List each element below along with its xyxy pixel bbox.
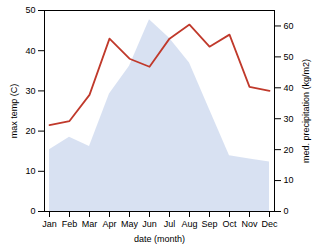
svg-text:10: 10: [25, 166, 35, 176]
svg-text:Dec: Dec: [261, 219, 278, 229]
svg-text:20: 20: [284, 145, 294, 155]
svg-text:50: 50: [25, 5, 35, 15]
svg-text:Jan: Jan: [42, 219, 57, 229]
svg-text:Aug: Aug: [181, 219, 197, 229]
svg-text:Jul: Jul: [164, 219, 176, 229]
svg-text:Feb: Feb: [62, 219, 78, 229]
svg-text:Apr: Apr: [102, 219, 116, 229]
svg-text:max temp (C): max temp (C): [9, 84, 19, 139]
svg-text:Oct: Oct: [222, 219, 237, 229]
svg-text:date (month): date (month): [134, 234, 185, 244]
svg-text:30: 30: [284, 114, 294, 124]
svg-text:40: 40: [284, 83, 294, 93]
svg-text:0: 0: [30, 206, 35, 216]
svg-text:0: 0: [284, 206, 289, 216]
svg-text:60: 60: [284, 21, 294, 31]
svg-text:med. precipitation (kg/m2): med. precipitation (kg/m2): [301, 59, 311, 163]
svg-text:Sep: Sep: [201, 219, 217, 229]
svg-text:10: 10: [284, 175, 294, 185]
svg-text:Jun: Jun: [142, 219, 157, 229]
svg-text:40: 40: [25, 46, 35, 56]
svg-text:20: 20: [25, 126, 35, 136]
svg-text:Mar: Mar: [82, 219, 98, 229]
svg-text:30: 30: [25, 86, 35, 96]
svg-text:50: 50: [284, 52, 294, 62]
svg-text:May: May: [121, 219, 139, 229]
svg-text:Nov: Nov: [241, 219, 258, 229]
